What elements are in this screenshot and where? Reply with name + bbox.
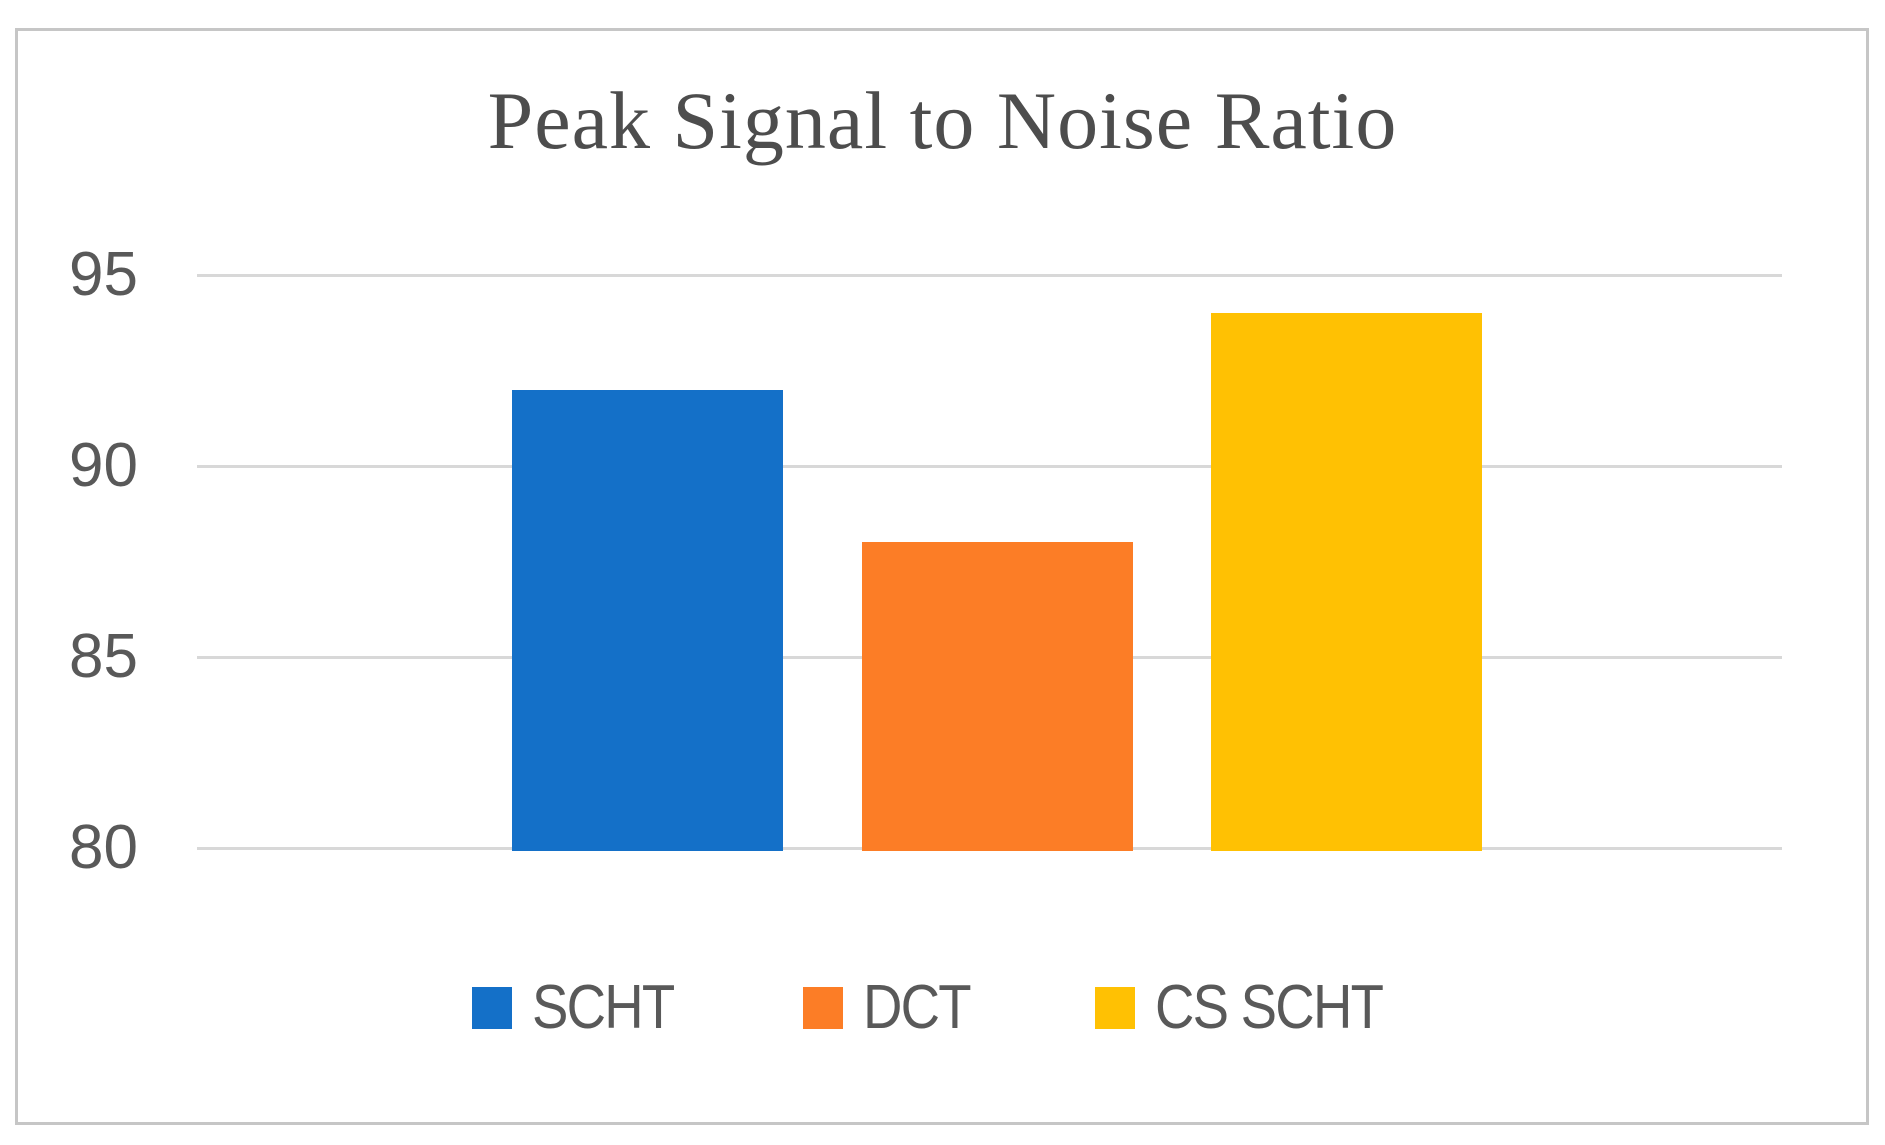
y-axis-tick-label-90: 90 xyxy=(69,431,138,500)
y-axis-tick-label-80: 80 xyxy=(69,813,138,882)
legend-item-scht: SCHT xyxy=(472,977,693,1039)
legend-swatch-cs-scht xyxy=(1094,987,1135,1029)
chart-title: Peak Signal to Noise Ratio xyxy=(487,75,1398,166)
gridline-90 xyxy=(197,464,1782,468)
legend-swatch-dct xyxy=(803,987,844,1029)
legend: SCHT DCT CS SCHT xyxy=(0,972,1885,1044)
bar-dct xyxy=(861,542,1133,851)
legend-item-cs-scht: CS SCHT xyxy=(1094,973,1413,1042)
gridline-95 xyxy=(197,273,1782,277)
legend-swatch-scht xyxy=(472,987,513,1029)
y-axis-tick-label-95: 95 xyxy=(69,240,138,309)
bar-cs-scht xyxy=(1210,313,1482,851)
y-axis-tick-label-85: 85 xyxy=(69,622,138,691)
legend-label-scht: SCHT xyxy=(532,973,675,1042)
bar-scht xyxy=(511,389,783,851)
legend-label-dct: DCT xyxy=(863,973,972,1042)
legend-label-cs-scht: CS SCHT xyxy=(1154,973,1384,1042)
legend-item-dct: DCT xyxy=(803,977,984,1039)
